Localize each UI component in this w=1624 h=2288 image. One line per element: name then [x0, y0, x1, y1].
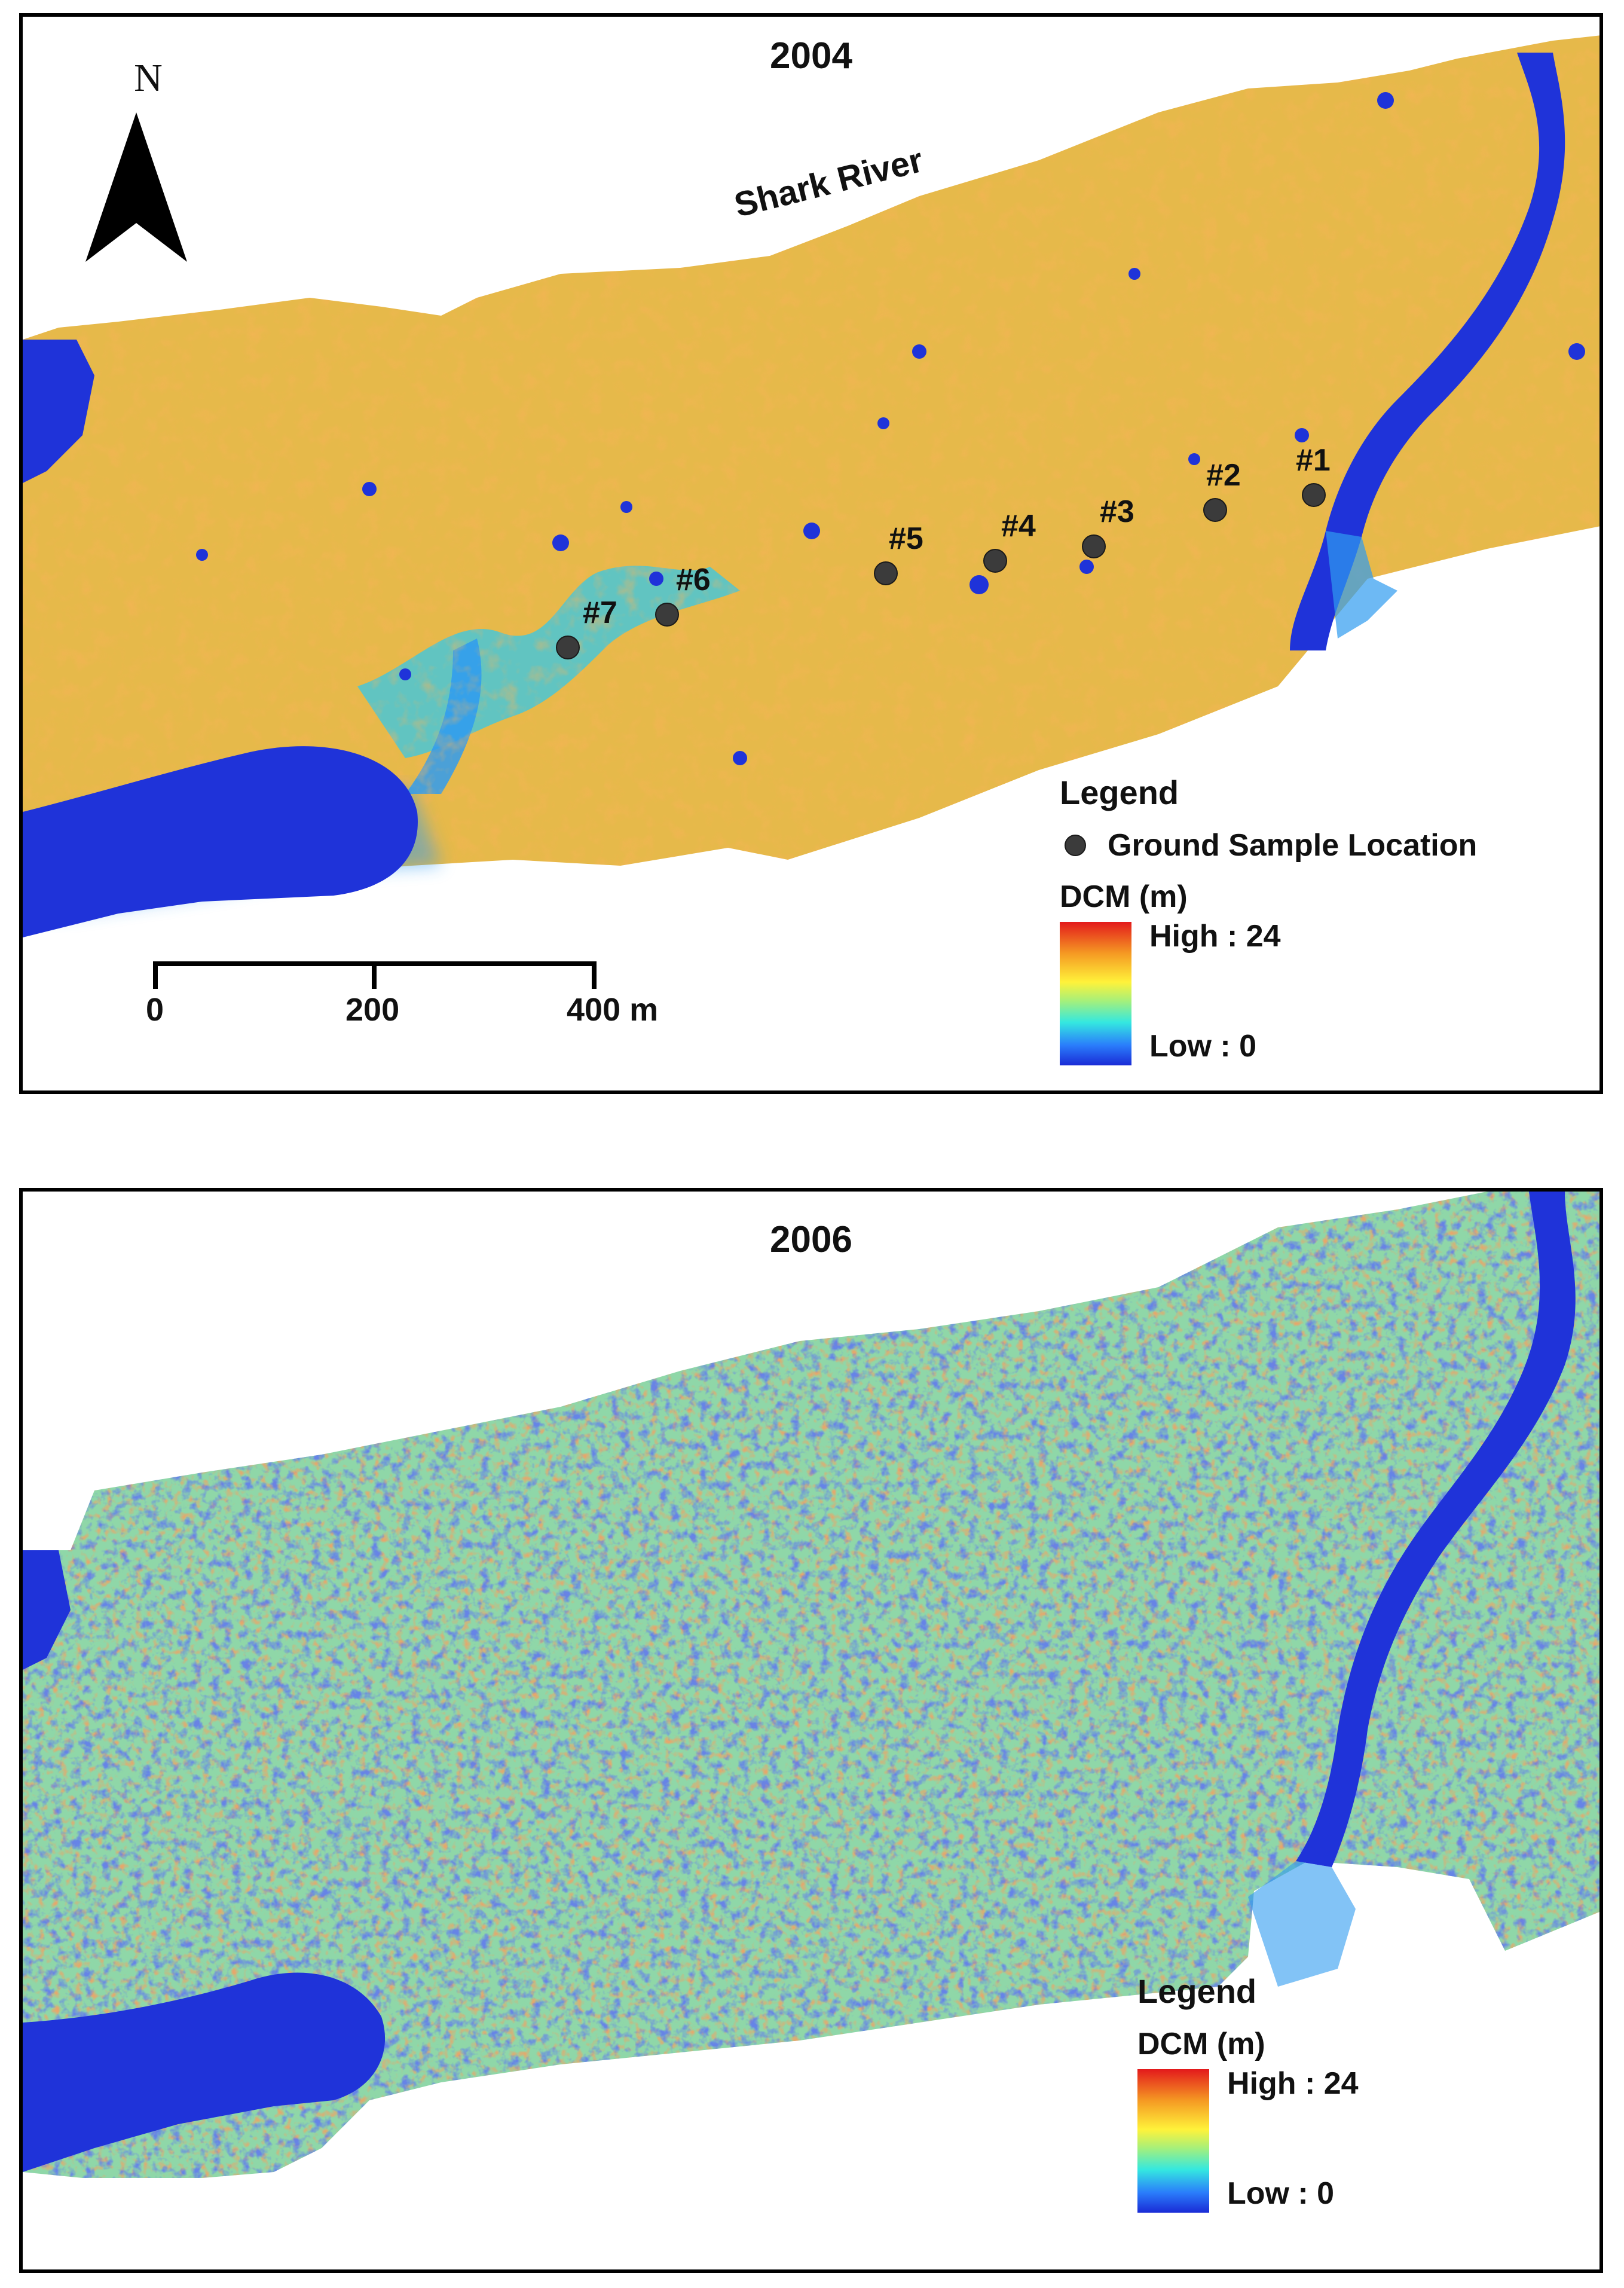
panel-title-2004: 2004 — [770, 35, 852, 77]
shark-river-channel — [1290, 53, 1565, 650]
shark-river-channel-2006 — [1296, 1192, 1576, 1867]
sample-site-label: #1 — [1296, 443, 1331, 478]
lake-southwest — [23, 746, 418, 937]
sample-point-marker — [1203, 498, 1227, 522]
sample-point-marker — [1082, 534, 1106, 558]
lake-southwest-2006 — [23, 1972, 386, 2172]
legend-sample-label: Ground Sample Location — [1108, 828, 1478, 863]
small-pools-2004 — [196, 92, 1585, 765]
sample-point-legend-icon — [1065, 835, 1086, 856]
color-ramp-swatch — [1137, 2069, 1209, 2213]
sample-site-label: #4 — [1001, 509, 1036, 543]
scale-bar: 0 200 400 m — [130, 949, 658, 1045]
ramp-low-label: Low : 0 — [1227, 2176, 1335, 2211]
legend-ramp-title: DCM (m) — [1137, 2027, 1265, 2061]
legend-sample-row: Ground Sample Location — [1060, 827, 1477, 863]
map-legend-2004: Legend Ground Sample Location DCM (m) Hi… — [1060, 773, 1477, 1065]
color-ramp: High : 24 Low : 0 — [1137, 2066, 1496, 2213]
sample-site-label: #7 — [583, 595, 617, 630]
north-arrow-label: N — [134, 56, 163, 100]
canopy-height-raster-2004 — [23, 35, 1599, 937]
map-legend-2006: Legend DCM (m) High : 24 Low : 0 — [1137, 1972, 1496, 2213]
scale-tick-0: 0 — [146, 992, 164, 1028]
color-ramp-swatch — [1060, 922, 1131, 1065]
map-panel-2006: 2006 Legend DCM (m) High : 24 Low : 0 — [19, 1188, 1603, 2273]
map-panel-2004: 2004 N Shark River #1 #2 #3 #4 #5 #6 #7 — [19, 13, 1603, 1094]
sample-point-marker — [983, 549, 1007, 573]
legend-title: Legend — [1060, 774, 1179, 811]
sample-site-label: #3 — [1100, 494, 1134, 529]
sample-point-marker — [556, 636, 580, 659]
ramp-high-label: High : 24 — [1227, 2066, 1359, 2101]
legend-title: Legend — [1137, 1972, 1257, 2010]
sample-point-marker — [874, 561, 898, 585]
sample-point-marker — [1302, 483, 1326, 507]
sample-site-label: #5 — [889, 521, 923, 556]
ramp-high-label: High : 24 — [1149, 919, 1281, 954]
panel-title-2006: 2006 — [770, 1219, 852, 1260]
sample-point-marker — [655, 603, 679, 627]
canopy-height-raster-2006 — [23, 1192, 1599, 2178]
legend-ramp-title: DCM (m) — [1060, 879, 1188, 914]
scale-tick-200: 200 — [345, 992, 400, 1028]
north-arrow-icon — [85, 112, 187, 262]
sample-site-label: #2 — [1206, 458, 1241, 493]
color-ramp: High : 24 Low : 0 — [1060, 919, 1418, 1065]
sample-site-label: #6 — [676, 563, 711, 597]
ramp-low-label: Low : 0 — [1149, 1029, 1257, 1064]
scale-tick-400: 400 m — [567, 992, 659, 1028]
